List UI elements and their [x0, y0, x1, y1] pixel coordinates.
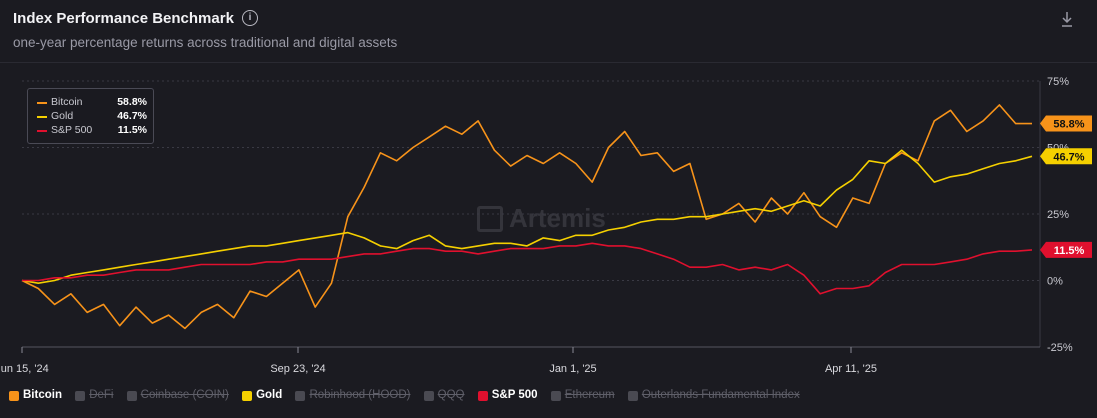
legend-item-gold[interactable]: Gold: [242, 389, 282, 401]
header-divider: [0, 62, 1097, 63]
end-label-tag: [1040, 115, 1092, 132]
chart-header: Index Performance Benchmark i one-year p…: [13, 8, 1077, 58]
end-label-tag: [1040, 241, 1092, 258]
tooltip-swatch: [37, 116, 47, 118]
tooltip-row-bitcoin: Bitcoin 58.8%: [37, 96, 147, 110]
tooltip-series-value: 46.7%: [117, 110, 147, 122]
tooltip-series-name: S&P 500: [51, 124, 93, 136]
legend-swatch: [295, 391, 306, 401]
tooltip-series-value: 11.5%: [117, 124, 147, 136]
x-tick-label: Sep 23, '24: [270, 363, 325, 375]
legend-item-robinhood[interactable]: Robinhood (HOOD): [295, 389, 410, 401]
legend-item-coinbase[interactable]: Coinbase (COIN): [126, 389, 229, 401]
legend-item-ethereum[interactable]: Ethereum: [550, 389, 615, 401]
legend-label: Bitcoin: [23, 389, 62, 401]
tooltip-row-gold: Gold 46.7%: [37, 110, 147, 124]
y-tick-label: -25%: [1047, 342, 1073, 354]
tooltip-legend: Bitcoin 58.8% Gold 46.7% S&P 500 11.5%: [27, 88, 154, 144]
legend-label: S&P 500: [491, 389, 538, 401]
legend-swatch: [9, 391, 19, 401]
legend-item-qqq[interactable]: QQQ: [423, 389, 465, 401]
watermark-logo-icon: [477, 206, 503, 232]
series-line-bitcoin: [21, 104, 1032, 330]
x-tick-label: Jan 1, '25: [549, 363, 596, 375]
end-label-text: 58.8%: [1053, 119, 1084, 131]
page-title: Index Performance Benchmark: [13, 10, 234, 27]
legend-swatch: [550, 391, 561, 401]
legend-swatch: [627, 391, 638, 401]
series-line-s-p-500: [22, 242, 1033, 295]
y-tick-label: 75%: [1047, 76, 1069, 88]
end-label-text: 46.7%: [1053, 151, 1084, 163]
tooltip-swatch: [37, 130, 47, 132]
watermark-text: Artemis: [509, 203, 606, 233]
end-label-tag: [1040, 148, 1092, 165]
legend-swatch: [126, 391, 137, 401]
info-icon[interactable]: i: [242, 10, 258, 26]
legend-label: Ethereum: [564, 389, 615, 401]
chart-subtitle: one-year percentage returns across tradi…: [13, 35, 398, 50]
legend-label: Gold: [256, 389, 283, 401]
legend-label: Robinhood (HOOD): [309, 389, 411, 401]
download-icon[interactable]: [1059, 10, 1075, 28]
legend-label: QQQ: [437, 389, 465, 401]
legend-swatch: [423, 391, 434, 401]
tooltip-row-sp500: S&P 500 11.5%: [37, 124, 147, 138]
legend-item-sp500[interactable]: S&P 500: [477, 389, 538, 401]
legend-item-bitcoin[interactable]: Bitcoin: [9, 389, 62, 401]
watermark: Artemis: [477, 203, 606, 234]
legend-label: Outerlands Fundamental Index: [641, 389, 800, 401]
series-legend: Bitcoin DeFi Coinbase (COIN) Gold Robinh…: [9, 389, 810, 405]
y-tick-label: 0%: [1047, 276, 1063, 288]
legend-swatch: [477, 391, 488, 401]
legend-swatch: [242, 391, 253, 401]
legend-swatch: [75, 391, 86, 401]
tooltip-series-name: Gold: [51, 110, 74, 122]
tooltip-series-value: 58.8%: [117, 96, 147, 108]
x-tick-label: Jun 15, '24: [0, 363, 49, 375]
legend-label: DeFi: [89, 389, 114, 401]
legend-item-defi[interactable]: DeFi: [75, 389, 113, 401]
end-label-text: 11.5%: [1054, 245, 1085, 257]
tooltip-swatch: [37, 102, 47, 104]
x-tick-label: Apr 11, '25: [825, 363, 877, 375]
tooltip-series-name: Bitcoin: [51, 96, 83, 108]
legend-label: Coinbase (COIN): [140, 389, 229, 401]
y-tick-label: 25%: [1047, 209, 1069, 221]
legend-item-outerlands[interactable]: Outerlands Fundamental Index: [627, 389, 800, 401]
series-line-gold: [21, 149, 1033, 285]
